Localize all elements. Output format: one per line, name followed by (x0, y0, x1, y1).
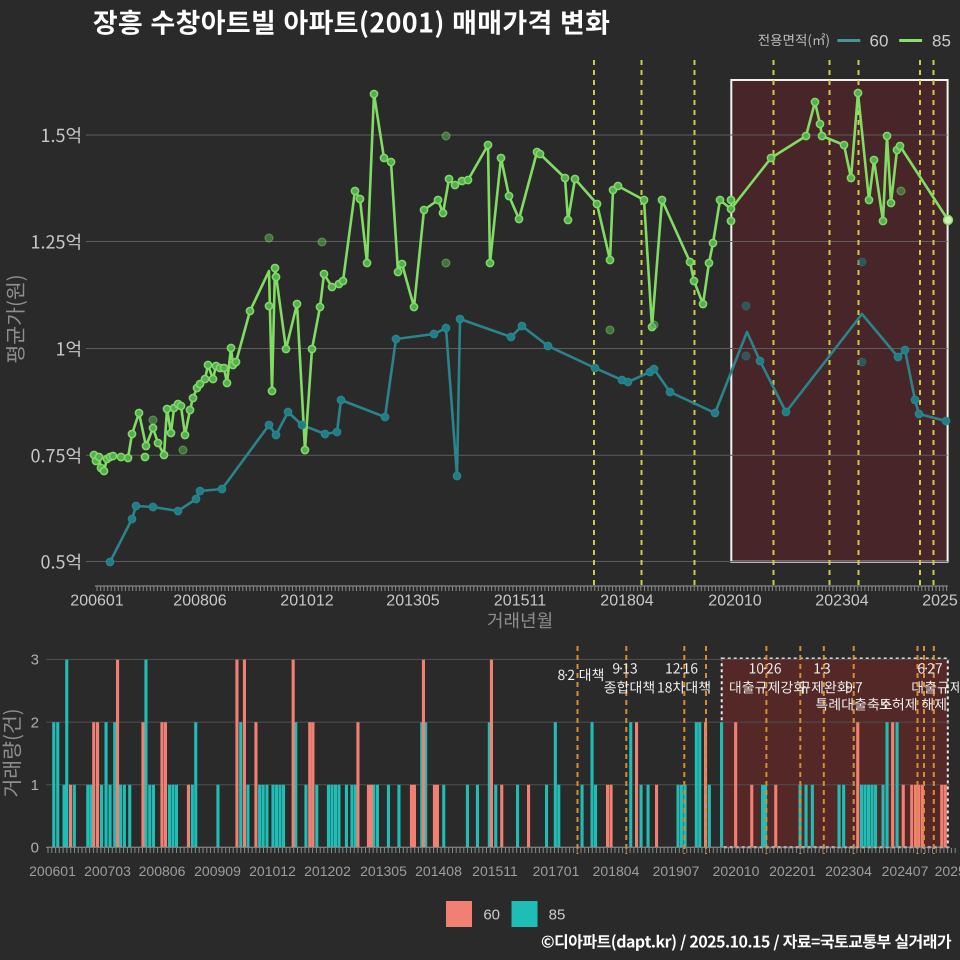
svg-text:0: 0 (31, 840, 39, 857)
svg-text:1: 1 (31, 777, 39, 794)
svg-text:202201: 202201 (769, 863, 816, 879)
svg-text:200601: 200601 (70, 593, 123, 610)
svg-text:201511: 201511 (472, 863, 518, 879)
svg-text:60: 60 (870, 32, 889, 51)
svg-text:202304: 202304 (815, 593, 868, 610)
svg-text:200703: 200703 (84, 863, 131, 879)
svg-text:201907: 201907 (653, 863, 700, 879)
svg-text:200806: 200806 (173, 593, 226, 610)
svg-text:85: 85 (549, 907, 566, 924)
svg-text:202407: 202407 (882, 863, 929, 879)
svg-text:201305: 201305 (386, 593, 439, 610)
svg-text:200806: 200806 (139, 863, 186, 879)
svg-text:201305: 201305 (360, 863, 407, 879)
svg-text:202010: 202010 (708, 593, 761, 610)
svg-text:202010: 202010 (713, 863, 760, 879)
svg-text:201202: 201202 (304, 863, 351, 879)
svg-text:85: 85 (932, 32, 951, 51)
svg-text:201701: 201701 (533, 863, 580, 879)
svg-text:202304: 202304 (825, 863, 872, 879)
svg-text:200601: 200601 (29, 863, 76, 879)
svg-text:201012: 201012 (249, 863, 296, 879)
svg-text:202510: 202510 (935, 863, 960, 879)
svg-text:200909: 200909 (194, 863, 241, 879)
svg-text:201804: 201804 (593, 863, 640, 879)
svg-text:201511: 201511 (494, 593, 546, 610)
svg-text:2025: 2025 (922, 593, 958, 610)
svg-text:60: 60 (483, 907, 500, 924)
svg-text:201012: 201012 (280, 593, 333, 610)
svg-text:3: 3 (31, 652, 39, 669)
svg-text:2: 2 (31, 714, 39, 731)
svg-text:201408: 201408 (415, 863, 462, 879)
svg-text:201804: 201804 (600, 593, 653, 610)
